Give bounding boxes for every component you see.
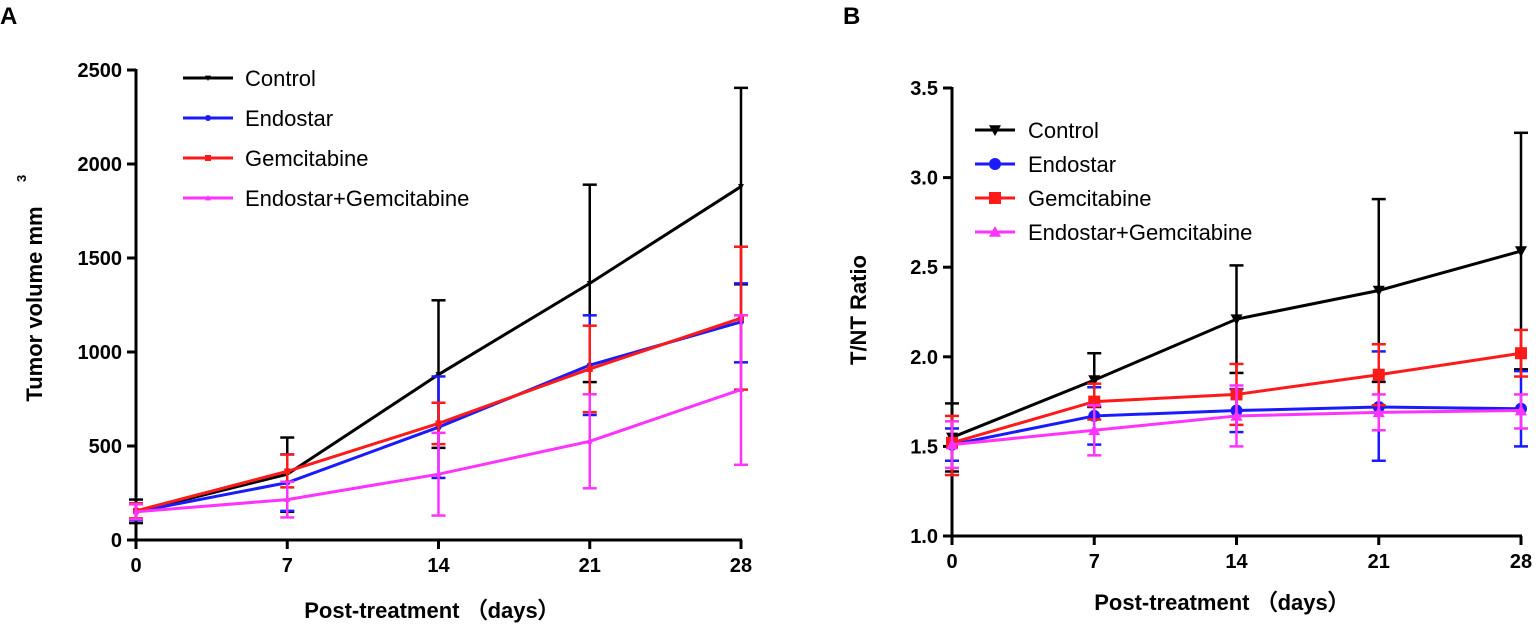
panel-a-point-endostar-gemcitabine <box>284 496 291 502</box>
panel-b-legend: Control Endostar Gemcitabine Endostar+Gemci… <box>975 118 1252 245</box>
panel-a-legend-label-gemcitabine: Gemcitabine <box>245 146 369 171</box>
panel-a-point-gemcitabine <box>586 365 593 372</box>
panel-a-axes: 0 7 14 21 28 0 500 1000 1500 2000 2500 <box>78 60 753 577</box>
panel-a-point-control <box>586 280 593 287</box>
panel-b-legend-label-control: Control <box>1028 118 1099 143</box>
panel-a-y-tick-label: 0 <box>111 530 122 552</box>
panel-b-x-tick-label: 21 <box>1368 551 1390 573</box>
panel-a-x-axis-title: Post-treatment （days） <box>304 598 560 623</box>
panel-b-x-tick-label: 14 <box>1225 551 1248 573</box>
panel-b-x-tick-label: 0 <box>946 551 957 573</box>
panel-a-x-tick-label: 21 <box>579 555 601 577</box>
panel-b-y-tick-label: 1.5 <box>910 436 938 458</box>
panel-a-legend-label-endostar-gemcitabine: Endostar+Gemcitabine <box>245 186 469 211</box>
panel-b-legend-marker-endostar-gemcitabine <box>989 226 1001 237</box>
panel-a-point-endostar-gemcitabine <box>133 508 139 515</box>
panel-a-y-tick-label: 1500 <box>78 248 123 270</box>
panel-a-point-endostar-gemcitabine <box>738 386 744 392</box>
panel-b-point-control <box>1230 314 1243 326</box>
panel-a-point-control <box>435 372 442 378</box>
panel-b-legend-item-gemcitabine: Gemcitabine <box>975 186 1152 211</box>
panel-a-point-gemcitabine <box>435 420 442 427</box>
panel-a-y-axis-superscript: 3 <box>14 175 29 182</box>
panel-a-legend-item-endostar-gemcitabine: Endostar+Gemcitabine <box>183 186 469 211</box>
panel-a-legend-marker-control <box>205 75 211 81</box>
panel-a-legend-label-endostar: Endostar <box>245 106 333 131</box>
panel-a-y-tick-label: 1000 <box>78 342 123 364</box>
panel-a-x-tick-label: 14 <box>427 555 450 577</box>
panel-b-legend-marker-gemcitabine <box>989 192 1001 204</box>
panel-a-y-tick-label: 2000 <box>78 154 123 176</box>
panel-b-legend-marker-endostar <box>989 158 1001 170</box>
panel-b-y-tick-label: 3.5 <box>910 78 938 100</box>
panel-b-point-endostar-gemcitabine <box>1088 424 1101 436</box>
panel-a-x-tick-label: 7 <box>282 555 293 577</box>
panel-b-y-tick-label: 2.5 <box>910 257 938 279</box>
panel-a-legend-marker-endostar-gemcitabine <box>205 195 211 201</box>
panel-b-y-tick-label: 1.0 <box>910 526 938 548</box>
panel-b-legend-marker-control <box>989 125 1001 136</box>
panel-b-x-tick-label: 7 <box>1089 551 1100 573</box>
panel-a-legend-label-control: Control <box>245 66 316 91</box>
panel-b-legend-label-endostar-gemcitabine: Endostar+Gemcitabine <box>1028 220 1252 245</box>
panel-a-y-tick-label: 2500 <box>78 60 123 82</box>
panel-a-legend-item-gemcitabine: Gemcitabine <box>183 146 369 171</box>
panel-a-x-tick-label: 0 <box>130 555 141 577</box>
panel-b-point-control <box>1515 246 1527 258</box>
panel-b-x-axis-title: Post-treatment （days） <box>1094 590 1350 615</box>
panel-b-legend-item-control: Control <box>975 118 1099 143</box>
panel-b-point-control <box>1372 285 1385 297</box>
panel-a-y-axis-title: Tumor volume mm <box>22 206 47 401</box>
panel-a-legend-item-endostar: Endostar <box>183 106 333 131</box>
panel-b-point-endostar-gemcitabine <box>1515 404 1527 416</box>
panel-b-y-tick-label: 2.0 <box>910 347 938 369</box>
panel-a-series <box>129 86 748 525</box>
panel-a-point-endostar-gemcitabine <box>586 438 593 444</box>
panel-b-legend-item-endostar: Endostar <box>975 152 1116 177</box>
panel-b-point-gemcitabine <box>1372 368 1385 381</box>
panel-a-legend-item-control: Control <box>183 66 316 91</box>
panel-a-legend: Control Endostar Gemcitabine Endostar+Gemci… <box>183 66 469 211</box>
panel-b-point-gemcitabine <box>1515 347 1527 360</box>
panel-b-x-tick-label: 28 <box>1510 551 1532 573</box>
panel-b-series-endostar-gemcitabine <box>945 384 1528 470</box>
panel-a-point-control <box>738 184 744 190</box>
panel-b-label: B <box>843 3 860 30</box>
panel-b-legend-label-endostar: Endostar <box>1028 152 1116 177</box>
panel-a-point-gemcitabine <box>284 468 291 475</box>
panel-b-legend-item-endostar-gemcitabine: Endostar+Gemcitabine <box>975 220 1252 245</box>
panel-b-point-control <box>1088 375 1101 387</box>
panel-a-point-endostar-gemcitabine <box>435 471 442 477</box>
panel-b-point-endostar-gemcitabine <box>1372 406 1385 418</box>
panel-b-point-endostar-gemcitabine <box>946 438 958 450</box>
panel-a-y-tick-label: 500 <box>89 436 122 458</box>
panel-a-legend-marker-gemcitabine <box>205 155 211 161</box>
panel-b: B 0 7 14 21 28 1.0 1.5 2.0 2.5 3.0 3.5 Control Endo… <box>843 3 1532 615</box>
panel-b-legend-label-gemcitabine: Gemcitabine <box>1028 186 1152 211</box>
panel-a-x-tick-label: 28 <box>730 555 752 577</box>
panel-a-series-endostar-gemcitabine <box>129 314 748 521</box>
panel-a-label: A <box>0 3 17 30</box>
panel-a-legend-marker-endostar <box>205 115 211 121</box>
panel-b-y-axis-title: T/NT Ratio <box>846 255 871 365</box>
panel-b-point-endostar-gemcitabine <box>1230 409 1243 421</box>
panel-b-series <box>945 131 1528 477</box>
panel-a: A 0 7 14 21 28 0 500 1000 1500 2000 2500 Control En… <box>0 3 752 623</box>
panel-b-y-tick-label: 3.0 <box>910 168 938 190</box>
